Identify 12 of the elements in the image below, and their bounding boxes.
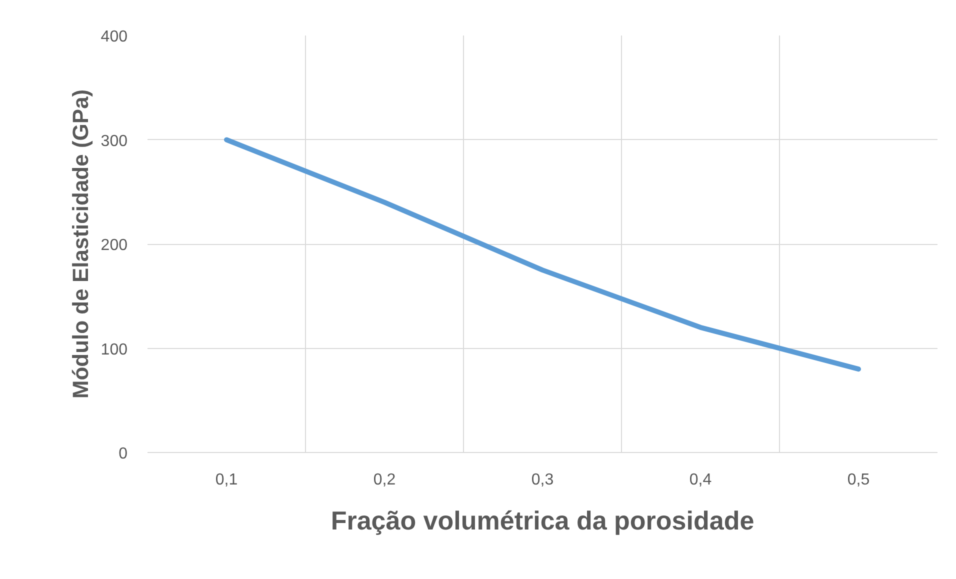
x-tick-label: 0,1 bbox=[215, 472, 238, 488]
y-tick-label: 100 bbox=[100, 341, 128, 358]
x-tick-label: 0,4 bbox=[689, 472, 712, 488]
x-axis-title: Fração volumétrica da porosidade bbox=[330, 506, 754, 536]
y-axis-title: Módulo de Elasticidade (GPa) bbox=[68, 89, 93, 399]
y-tick-label: 400 bbox=[100, 28, 128, 46]
y-tick-label: 0 bbox=[118, 446, 128, 462]
y-tick-label: 300 bbox=[100, 132, 128, 150]
y-tick-label: 200 bbox=[100, 237, 128, 254]
x-tick-label: 0,2 bbox=[373, 472, 396, 488]
x-tick-label: 0,3 bbox=[531, 472, 554, 488]
x-tick-label: 0,5 bbox=[847, 472, 870, 488]
